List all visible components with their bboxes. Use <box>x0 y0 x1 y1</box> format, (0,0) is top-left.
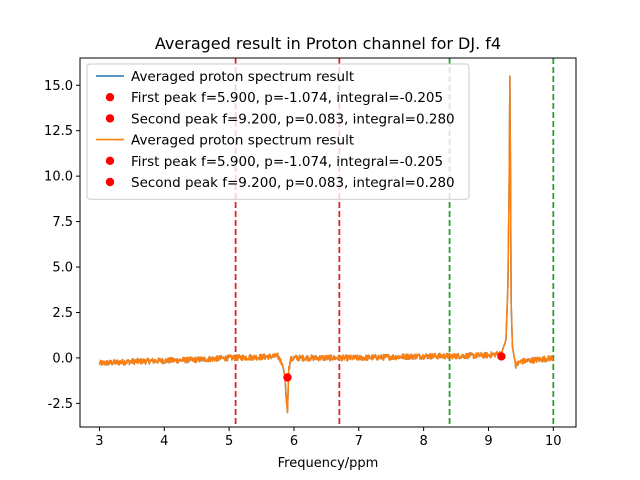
reference-lines <box>234 58 555 427</box>
y-tick-label-6: 12.5 <box>44 124 73 139</box>
legend: Averaged proton spectrum result First pea… <box>86 63 470 200</box>
x-tick-label-4: 7 <box>355 434 363 449</box>
y-tick-label-5: 10.0 <box>44 170 73 185</box>
legend-swatch-dot-5 <box>105 177 115 187</box>
legend-swatch-dot-2 <box>105 114 115 123</box>
y-tick-label-0: -2.5 <box>48 397 73 412</box>
x-axis: 3 4 5 6 7 8 9 10 <box>95 427 562 449</box>
chart-title: Averaged result in Proton channel for DJ… <box>155 34 501 53</box>
legend-swatch-dot-1 <box>105 93 115 102</box>
y-tick-label-4: 7.5 <box>52 215 73 230</box>
x-tick-label-0: 3 <box>95 434 103 449</box>
x-tick-label-6: 9 <box>484 434 492 449</box>
x-tick-label-1: 4 <box>160 434 168 449</box>
legend-label-0: Averaged proton spectrum result <box>131 69 354 85</box>
peak-marker-0 <box>283 373 292 382</box>
series-lines <box>98 75 554 414</box>
y-axis: -2.5 0.0 2.5 5.0 7.5 10.0 12.5 15.0 <box>44 79 80 412</box>
x-axis-label: Frequency/ppm <box>278 456 379 471</box>
legend-label-3: Averaged proton spectrum result <box>131 133 354 149</box>
legend-label-1: First peak f=5.900, p=-1.074, integral=-… <box>131 90 443 106</box>
legend-label-2: Second peak f=9.200, p=0.083, integral=0… <box>131 111 455 127</box>
peak-marker-1 <box>497 352 506 361</box>
legend-label-4: First peak f=5.900, p=-1.074, integral=-… <box>131 154 443 170</box>
peak-markers <box>283 352 506 382</box>
legend-box <box>86 63 470 200</box>
y-tick-label-7: 15.0 <box>44 79 73 94</box>
plot-area-frame <box>79 57 577 428</box>
x-tick-label-2: 5 <box>225 434 233 449</box>
y-tick-label-1: 0.0 <box>52 351 73 366</box>
x-tick-label-5: 8 <box>419 434 427 449</box>
x-tick-label-3: 6 <box>290 434 298 449</box>
legend-label-5: Second peak f=9.200, p=0.083, integral=0… <box>131 175 455 191</box>
y-tick-label-2: 2.5 <box>52 306 73 321</box>
legend-swatch-dot-4 <box>105 156 115 165</box>
x-tick-label-7: 10 <box>545 434 562 449</box>
y-tick-label-3: 5.0 <box>52 261 73 276</box>
series-line-1 <box>98 75 554 414</box>
